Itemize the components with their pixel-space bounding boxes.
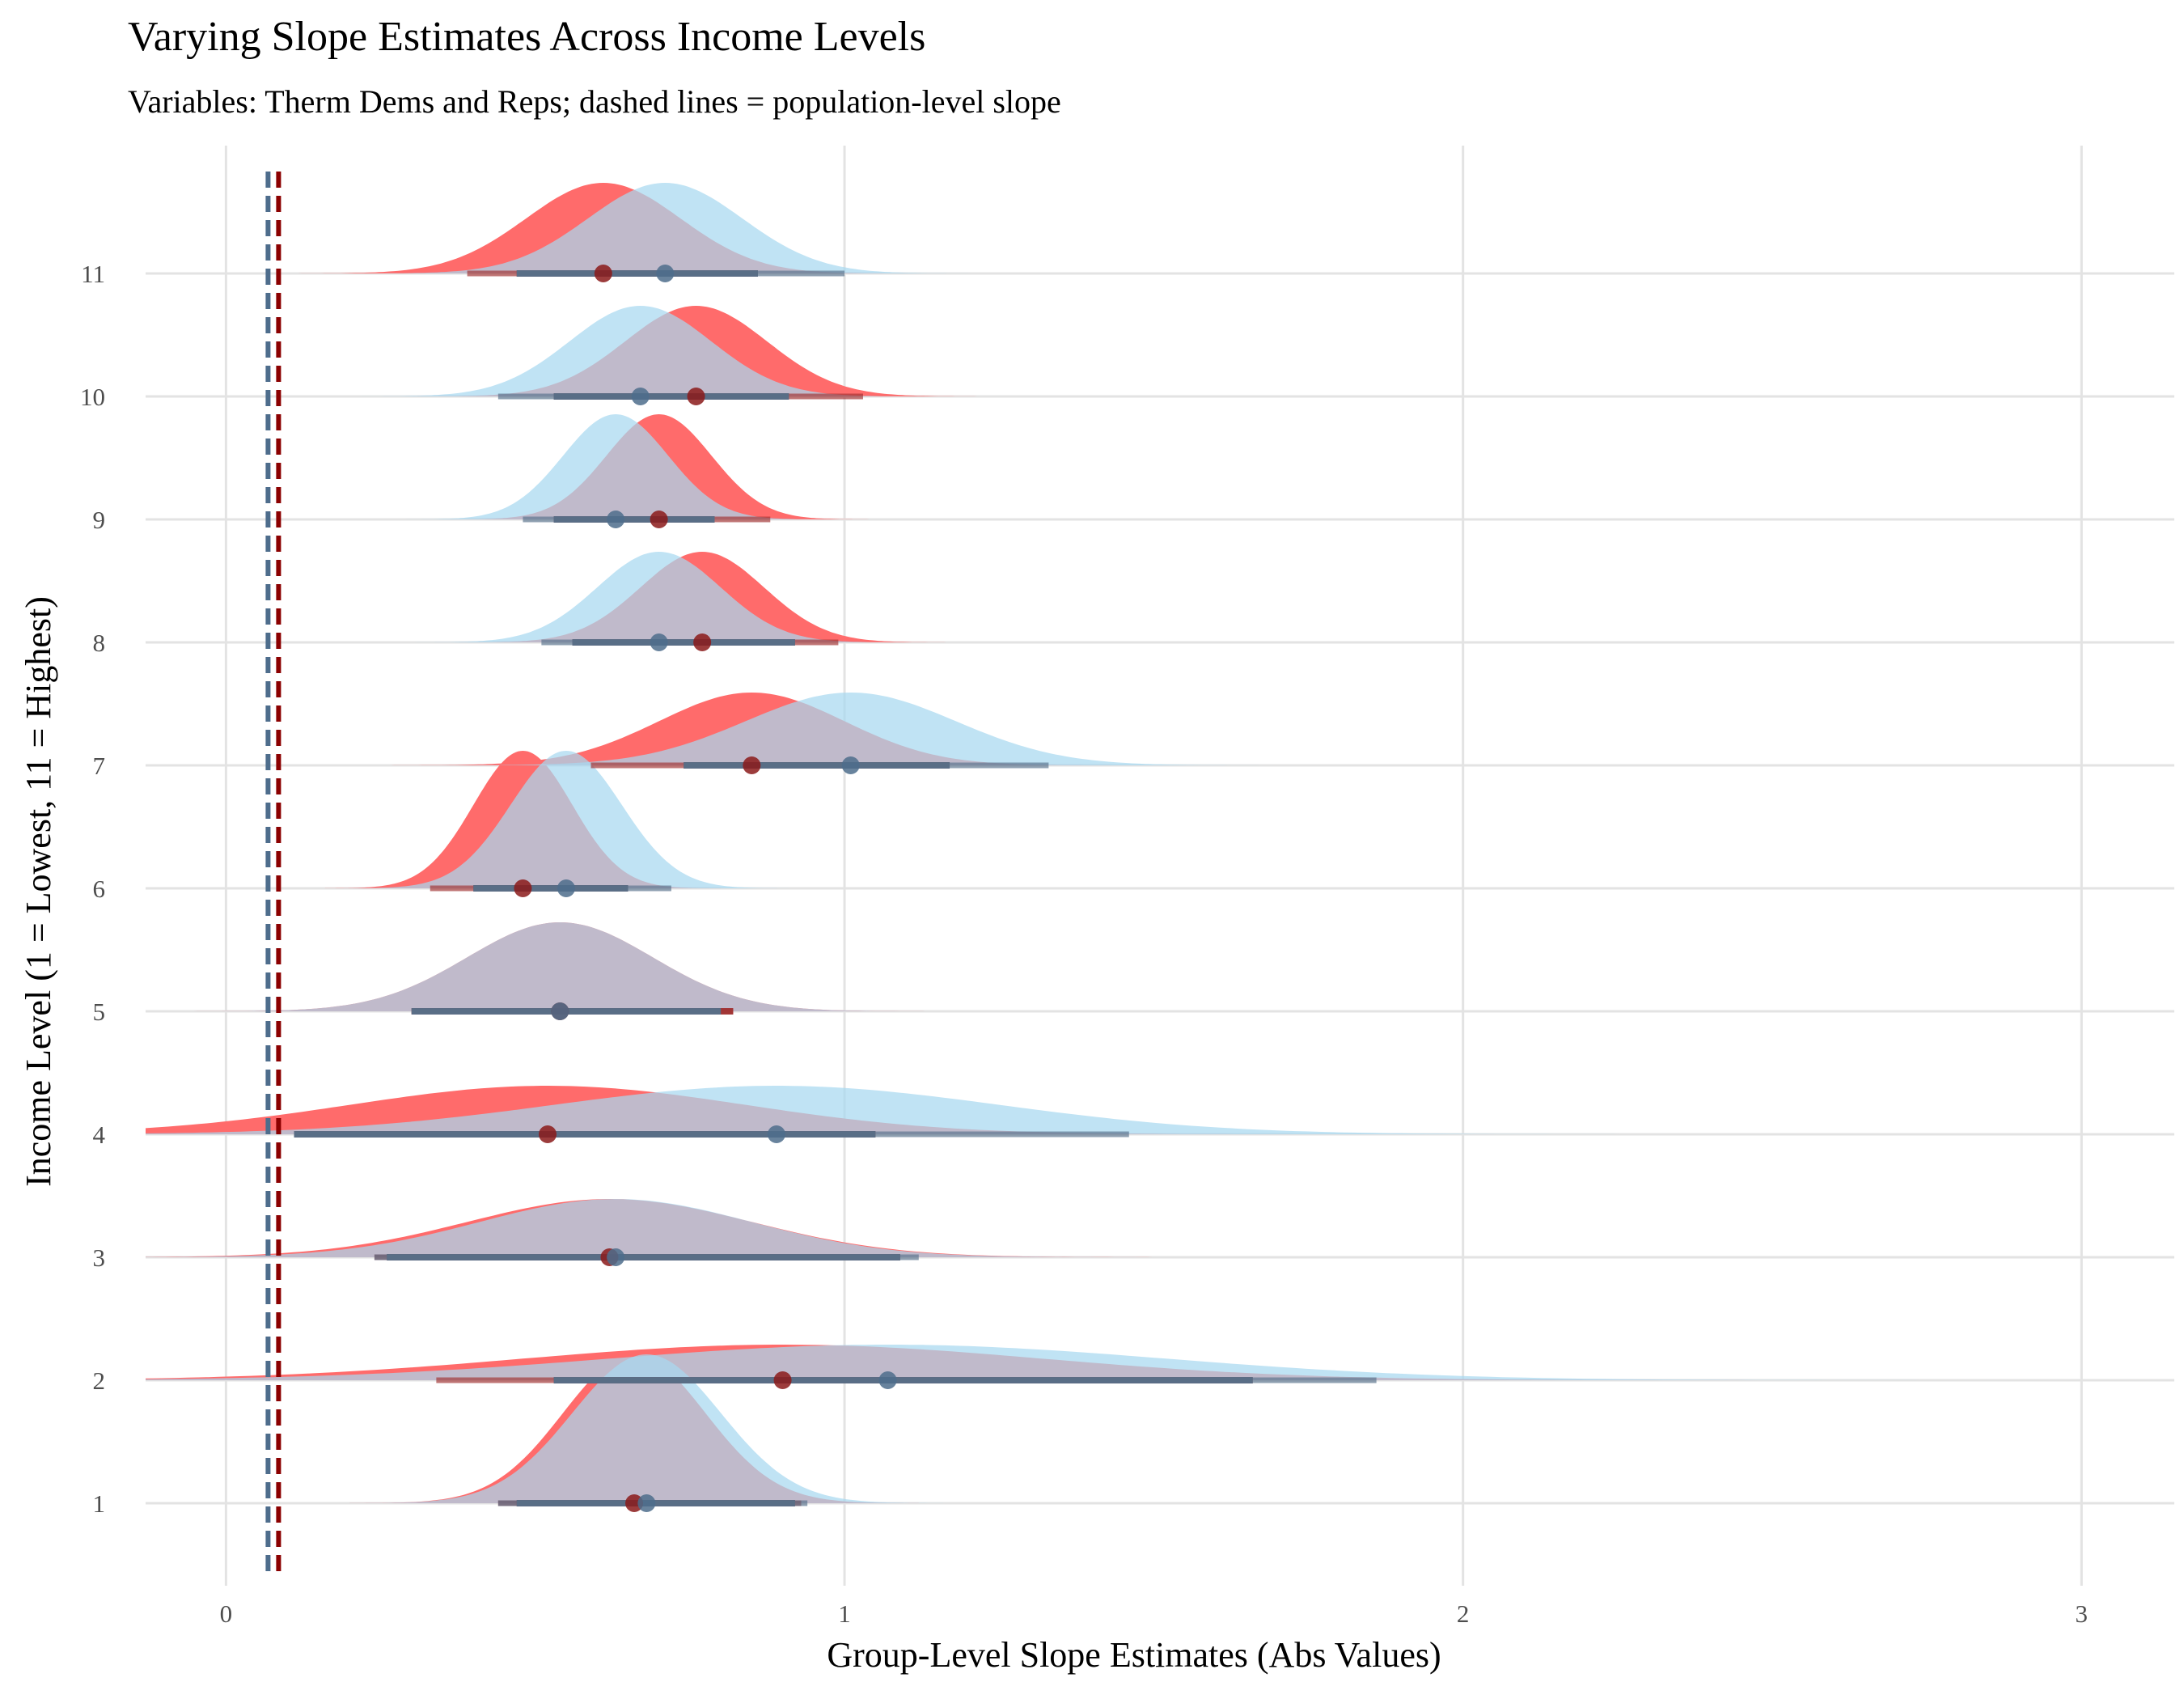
y-tick-label-6: 6: [93, 875, 106, 903]
x-tick-label-2: 2: [1457, 1599, 1470, 1628]
density-ridge-series2-level-3: [146, 1199, 1160, 1257]
y-tick-label-2: 2: [93, 1366, 106, 1395]
median-point-series1-level-11: [594, 265, 612, 282]
x-tick-label-1: 1: [838, 1599, 851, 1628]
median-point-series1-level-6: [514, 879, 532, 897]
y-tick-label-10: 10: [80, 383, 105, 411]
median-point-series1-level-1: [625, 1494, 644, 1512]
median-point-series2-level-1: [637, 1494, 656, 1512]
median-point-series1-level-4: [539, 1125, 557, 1143]
median-point-series2-level-10: [631, 388, 650, 405]
y-tick-label-3: 3: [93, 1244, 106, 1272]
median-point-series2-level-5: [551, 1002, 569, 1020]
chart-subtitle: Variables: Therm Dems and Reps; dashed l…: [128, 83, 1061, 120]
median-point-series2-level-4: [767, 1125, 785, 1143]
x-tick-label-0: 0: [220, 1599, 233, 1628]
median-point-series2-level-11: [656, 265, 675, 282]
median-point-series1-level-8: [693, 633, 712, 651]
x-axis-title: Group-Level Slope Estimates (Abs Values): [827, 1635, 1441, 1675]
density-ridge-series2-level-4: [146, 1086, 1667, 1134]
density-ridge-series2-level-11: [356, 183, 975, 273]
median-point-series2-level-3: [607, 1248, 625, 1266]
y-tick-label-4: 4: [93, 1121, 106, 1149]
population-slope-lines: [265, 172, 281, 1574]
x-tick-label-3: 3: [2076, 1599, 2089, 1628]
density-ridge-series2-level-7: [430, 693, 1272, 765]
density-ridge-series2-level-1: [349, 1354, 944, 1503]
median-point-series1-level-9: [650, 511, 668, 528]
median-point-series1-level-2: [773, 1371, 792, 1389]
median-point-series2-level-9: [607, 511, 625, 528]
density-ridge-series2-level-8: [411, 552, 907, 642]
density-ridge-series2-level-10: [356, 306, 925, 396]
median-point-series2-level-8: [650, 633, 668, 651]
y-tick-label-8: 8: [93, 629, 106, 657]
y-tick-label-5: 5: [93, 998, 106, 1026]
density-ridge-series2-level-6: [343, 751, 789, 888]
median-point-series2-level-7: [841, 756, 860, 774]
y-tick-label-7: 7: [93, 752, 106, 780]
y-tick-label-9: 9: [93, 506, 106, 534]
y-axis-title: Income Level (1 = Lowest, 11 = Highest): [19, 596, 58, 1187]
y-tick-label-1: 1: [93, 1489, 106, 1518]
median-point-series2-level-6: [557, 879, 575, 897]
y-tick-label-11: 11: [81, 260, 105, 288]
chart-title: Varying Slope Estimates Across Income Le…: [128, 14, 926, 60]
median-point-series1-level-10: [687, 388, 705, 405]
median-point-series2-level-2: [878, 1371, 897, 1389]
median-point-series1-level-7: [743, 756, 761, 774]
density-ridge-series2-level-2: [146, 1345, 2001, 1380]
axis-labels: 0 1 2 3 1 2 3 4 5 6 7 8 9 10 11: [80, 260, 2088, 1628]
density-ridges: [146, 183, 2001, 1503]
density-ridge-series2-level-9: [405, 414, 827, 519]
density-ridge-series2-level-5: [188, 922, 932, 1011]
median-points: [514, 265, 897, 1512]
